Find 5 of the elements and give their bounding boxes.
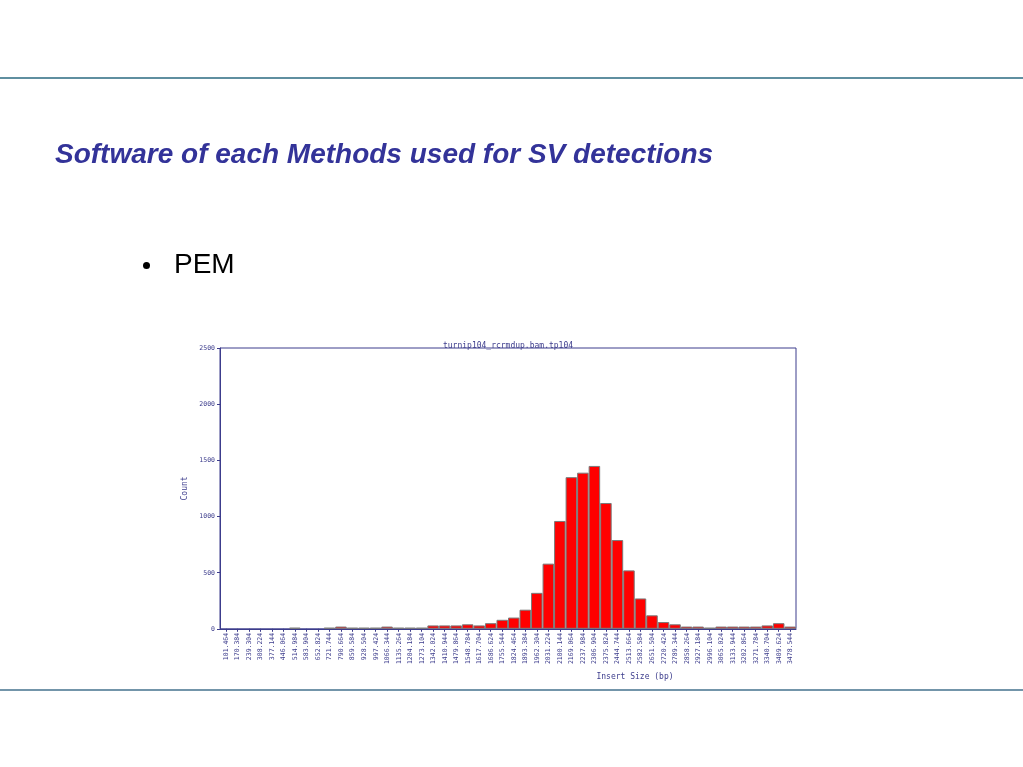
text: PEM <box>174 248 235 280</box>
y-axis-title: Count <box>179 476 189 501</box>
chart-title: Software of each Methods used for SV detections <box>55 138 714 170</box>
chart-subtitle: turnip104_rcrmdup.bam.tp104 <box>442 340 574 350</box>
x-axis-title: Insert Size (bp) <box>596 671 674 681</box>
